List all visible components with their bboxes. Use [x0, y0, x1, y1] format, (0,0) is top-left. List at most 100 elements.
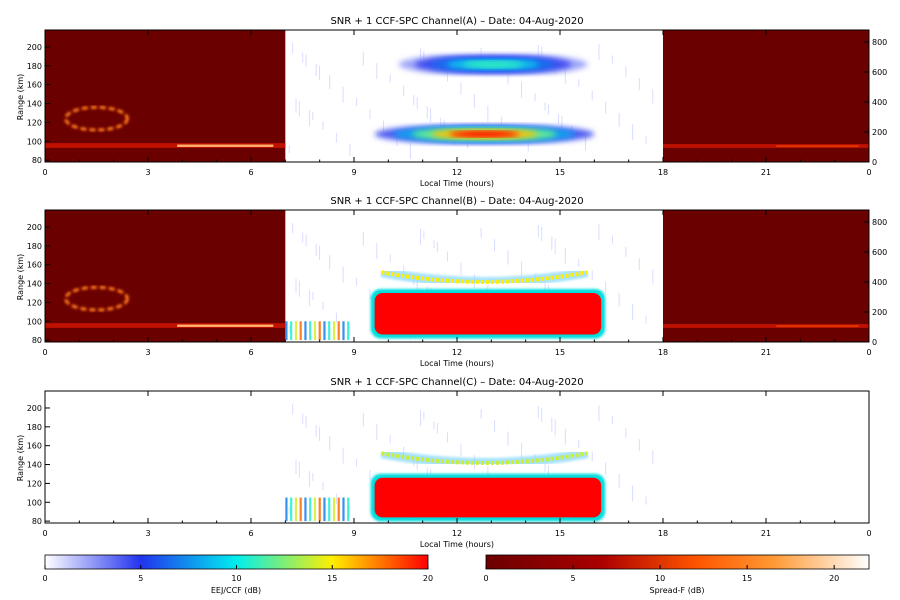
x-tick-label: 0 [866, 168, 871, 177]
echo-streak [473, 94, 475, 109]
echo-streak [426, 106, 428, 119]
echo-streak [312, 473, 314, 482]
echo-streak [446, 432, 448, 443]
echo-streak [500, 116, 502, 125]
echo-streak [632, 304, 634, 321]
x-tick-label: 9 [351, 529, 356, 538]
colorbar-tick-label: 15 [327, 574, 337, 583]
panel-a-title: SNR + 1 CCF-SPC Channel(A) – Date: 04-Au… [330, 16, 583, 27]
echo-streak [420, 409, 422, 426]
x-tick-label: 0 [42, 168, 47, 177]
echo-streak [413, 95, 415, 106]
x-tick-label: 6 [248, 529, 253, 538]
echo-streak [369, 470, 371, 481]
echo-streak [460, 262, 462, 275]
y-tick-label: 80 [32, 517, 42, 526]
x-tick-label: 15 [555, 348, 565, 357]
x-tick-label: 12 [452, 348, 462, 357]
echo-streak [409, 143, 411, 160]
feature-patch-2-streak [304, 497, 307, 522]
echo-streak [537, 225, 539, 238]
y-tick-label: 140 [27, 100, 42, 109]
echo-streak [591, 270, 593, 281]
colorbar-spreadf-label: Spread-F (dB) [649, 586, 704, 595]
echo-streak [403, 265, 405, 276]
feature-patch-2-streak [318, 497, 321, 522]
echo-streak [308, 110, 310, 127]
y-tick-label: 180 [27, 62, 42, 71]
echo-streak [544, 463, 546, 472]
echo-streak [638, 78, 640, 91]
echo-streak [564, 428, 566, 445]
y2-tick-label: 800 [872, 218, 887, 227]
echo-streak [480, 408, 482, 419]
y2-tick-label: 0 [872, 158, 877, 167]
echo-streak [349, 324, 351, 337]
echo-streak [625, 66, 627, 77]
feature-patch-5-streak [337, 321, 340, 341]
echo-streak [554, 419, 556, 436]
colorbar-eej-label: EEJ/CCF (dB) [211, 586, 261, 595]
colorbar-tick-label: 15 [742, 574, 752, 583]
echo-streak [315, 424, 317, 437]
echo-streak [598, 405, 600, 422]
echo-streak [292, 404, 294, 415]
echo-streak [618, 473, 620, 488]
panel-b-ylabel: Range (km) [16, 254, 25, 301]
panel-c-ylabel: Range (km) [16, 435, 25, 482]
colorbar-tick-label: 5 [138, 574, 143, 583]
feature-band-3-level-4 [449, 131, 520, 138]
feature-patch-5-streak [290, 321, 293, 341]
feature-patch-5-streak [323, 321, 326, 341]
feature-band-4-level-4 [462, 60, 524, 68]
y-tick-label: 120 [27, 118, 42, 127]
feature-layer-0 [45, 143, 286, 148]
echo-streak [541, 226, 543, 241]
echo-streak [292, 43, 294, 54]
x-tick-label: 18 [658, 529, 668, 538]
feature-patch-5-streak [318, 321, 321, 341]
feature-blob-1 [64, 105, 129, 132]
y-tick-label: 200 [27, 404, 42, 413]
y2-tick-label: 400 [872, 278, 887, 287]
echo-streak [335, 312, 337, 323]
echo-streak [618, 112, 620, 127]
echo-streak [541, 407, 543, 422]
colorbar-tick-label: 10 [655, 574, 665, 583]
echo-streak [315, 63, 317, 76]
echo-streak [433, 421, 435, 430]
feature-layer-2 [663, 324, 869, 328]
echo-streak [335, 493, 337, 504]
feature-patch-2-streak [328, 497, 331, 522]
feature-patch-2-streak [323, 497, 326, 522]
echo-streak [376, 63, 378, 79]
echo-streak [298, 100, 300, 117]
echo-streak [578, 440, 580, 449]
echo-streak [605, 462, 607, 475]
echo-streak [288, 325, 290, 334]
panel-a-ylabel: Range (km) [16, 74, 25, 121]
echo-streak [322, 482, 324, 491]
panel-a-xlabel: Local Time (hours) [420, 179, 494, 188]
echo-streak [312, 292, 314, 301]
y2-tick-label: 600 [872, 248, 887, 257]
x-tick-label: 3 [145, 348, 150, 357]
x-tick-label: 6 [248, 348, 253, 357]
echo-streak [403, 85, 405, 96]
echo-streak [645, 315, 647, 324]
echo-streak [315, 243, 317, 256]
echo-streak [349, 505, 351, 518]
echo-streak [605, 101, 607, 114]
echo-streak [544, 102, 546, 111]
echo-streak [416, 457, 418, 470]
echo-streak [349, 144, 351, 157]
y2-tick-label: 600 [872, 68, 887, 77]
echo-streak [507, 250, 509, 265]
echo-streak [362, 231, 364, 246]
echo-streak [295, 459, 297, 474]
echo-streak [436, 423, 438, 434]
echo-streak [426, 467, 428, 480]
echo-streak [302, 232, 304, 243]
echo-streak [389, 254, 391, 263]
